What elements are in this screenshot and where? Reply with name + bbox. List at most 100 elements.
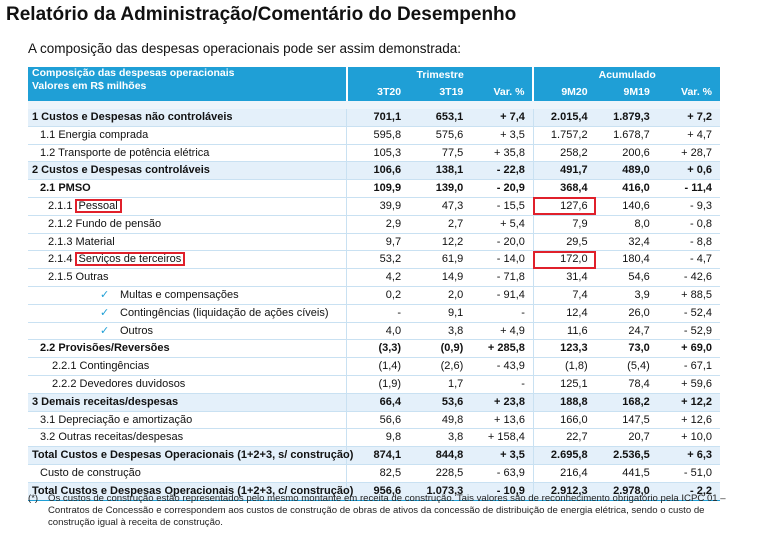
table-cell: 12,2 bbox=[409, 233, 472, 252]
row-label: 1 Custos e Despesas não controláveis bbox=[32, 111, 233, 123]
table-cell: 14,9 bbox=[409, 268, 472, 287]
table-cell: + 5,4 bbox=[471, 215, 534, 234]
table-cell: - 8,8 bbox=[657, 233, 720, 252]
table-row: 3 Demais receitas/despesas 66,4 53,6 + 23,8… bbox=[28, 393, 720, 412]
table-cell: (0,9) bbox=[409, 339, 472, 359]
row-number: 2.1.4 bbox=[48, 253, 73, 266]
row-label: Pessoal bbox=[74, 198, 122, 213]
row-label-cell: 2.2.2 Devedores duvidosos bbox=[28, 375, 347, 394]
table-row: ✓ Contingências (liquidação de ações cíve… bbox=[28, 304, 720, 323]
table-cell: - bbox=[346, 304, 410, 323]
table-cell: + 69,0 bbox=[657, 339, 720, 359]
table-cell: 9,8 bbox=[346, 428, 410, 448]
row-label: 2.2 Provisões/Reversões bbox=[40, 342, 170, 355]
row-label: 3.2 Outras receitas/despesas bbox=[40, 431, 184, 444]
row-label-cell: 3 Demais receitas/despesas bbox=[28, 393, 347, 412]
table-cell: 26,0 bbox=[595, 304, 658, 323]
row-label-cell: 2.1.5 Outras bbox=[28, 268, 347, 287]
footnote: (*) Os custos de construção estão repres… bbox=[28, 493, 728, 529]
table-cell: - bbox=[471, 375, 534, 394]
table-cell: 168,2 bbox=[595, 393, 658, 412]
header-label-line1: Composição das despesas operacionais bbox=[32, 67, 235, 79]
table-cell: - 52,4 bbox=[657, 304, 720, 323]
table-cell: 20,7 bbox=[595, 428, 658, 448]
table-cell: 3,8 bbox=[409, 322, 472, 341]
table-cell: + 10,0 bbox=[657, 428, 720, 448]
table-cell: 575,6 bbox=[409, 126, 472, 145]
table-cell: 653,1 bbox=[409, 109, 472, 127]
table-cell: - 15,5 bbox=[471, 197, 534, 216]
table-cell: 47,3 bbox=[409, 197, 472, 216]
table-cell: (3,3) bbox=[346, 339, 410, 359]
table-cell: 77,5 bbox=[409, 144, 472, 163]
table-cell: + 7,4 bbox=[471, 109, 534, 127]
row-label-cell: 2.1.3 Material bbox=[28, 233, 347, 252]
table-cell: 7,4 bbox=[532, 286, 596, 305]
table-cell: - bbox=[471, 304, 534, 323]
table-cell: 441,5 bbox=[595, 464, 658, 483]
table-cell: + 158,4 bbox=[471, 428, 534, 448]
row-label: 2.1.3 Material bbox=[48, 235, 115, 248]
table-cell: 54,6 bbox=[595, 268, 658, 287]
table-cell: - 10,9 bbox=[471, 482, 534, 501]
table-cell: + 3,5 bbox=[471, 126, 534, 145]
row-label-cell: Total Custos e Despesas Operacionais (1+… bbox=[28, 446, 353, 465]
table-cell: 29,5 bbox=[532, 233, 596, 252]
table-cell: 53,6 bbox=[409, 393, 472, 412]
table-row: 2.2 Provisões/Reversões (3,3) (0,9) + 285,8… bbox=[28, 339, 720, 359]
table-cell: 11,6 bbox=[532, 322, 596, 341]
footnote-mark: (*) bbox=[28, 493, 39, 504]
row-label: Contingências (liquidação de ações cívei… bbox=[120, 306, 329, 319]
table-cell: 2,9 bbox=[346, 215, 410, 234]
col-header: 9M19 bbox=[595, 83, 658, 101]
table-cell: 200,6 bbox=[595, 144, 658, 163]
table-cell: + 6,3 bbox=[657, 446, 720, 465]
table-row: 2.1.2 Fundo de pensão 2,9 2,7 + 5,4 7,9 8,0- … bbox=[28, 215, 720, 234]
table-cell: 82,5 bbox=[346, 464, 410, 483]
table-cell: 106,6 bbox=[346, 161, 410, 181]
table-row: 2.2.1 Contingências (1,4) (2,6) - 43,9 (1,8)… bbox=[28, 357, 720, 376]
table-header-row-1: Composição das despesas operacionais Val… bbox=[28, 67, 720, 101]
table-cell: + 4,7 bbox=[657, 126, 720, 145]
table-cell: + 13,6 bbox=[471, 411, 534, 430]
page-title: Relatório da Administração/Comentário do… bbox=[6, 4, 517, 25]
table-cell: - 9,3 bbox=[657, 197, 720, 216]
row-label-cell: 2.1.1 Pessoal bbox=[28, 197, 347, 216]
col-header: Var. % bbox=[657, 83, 720, 101]
table-cell: 9,7 bbox=[346, 233, 410, 252]
table-cell: 22,7 bbox=[532, 428, 596, 448]
table-cell: - 67,1 bbox=[657, 357, 720, 376]
table-row: 2.1.4 Serviços de terceiros 53,2 61,9- 14,… bbox=[28, 250, 720, 270]
row-label-cell: Custo de construção bbox=[28, 464, 347, 483]
table-row: 2.1.3 Material 9,7 12,2- 20,0 29,5 32,4- 8,8 bbox=[28, 233, 720, 252]
row-label-cell: 2 Custos e Despesas controláveis bbox=[28, 161, 347, 181]
row-label: 2.2.1 Contingências bbox=[52, 360, 150, 373]
table-cell: 24,7 bbox=[595, 322, 658, 341]
checkmark-icon: ✓ bbox=[100, 324, 110, 337]
table-cell: 147,5 bbox=[595, 411, 658, 430]
table-cell: 2.015,4 bbox=[532, 109, 596, 127]
table-cell: 1.073,3 bbox=[409, 482, 472, 501]
table-cell: - 11,4 bbox=[657, 179, 720, 198]
row-label-cell: 1.2 Transporte de potência elétrica bbox=[28, 144, 347, 163]
table-cell: - 43,9 bbox=[471, 357, 534, 376]
page-subtitle: A composição das despesas operacionais p… bbox=[28, 41, 461, 56]
table-cell: 180,4 bbox=[595, 250, 658, 270]
table-cell: 1.879,3 bbox=[595, 109, 658, 127]
table-cell: (2,6) bbox=[409, 357, 472, 376]
table-cell: 0,2 bbox=[346, 286, 410, 305]
table-cell: 9,1 bbox=[409, 304, 472, 323]
table-cell: 2,7 bbox=[409, 215, 472, 234]
table-cell: + 88,5 bbox=[657, 286, 720, 305]
table-cell: 416,0 bbox=[595, 179, 658, 198]
table-cell: 49,8 bbox=[409, 411, 472, 430]
row-label: 2.2.2 Devedores duvidosos bbox=[52, 377, 186, 390]
footnote-text: Os custos de construção estão representa… bbox=[48, 493, 726, 528]
table-row: 2.1.1 Pessoal 39,9 47,3- 15,5 127,6 140,6- 9… bbox=[28, 197, 720, 216]
row-label-cell: Total Custos e Despesas Operacionais (1+… bbox=[28, 482, 353, 501]
table-cell: - 71,8 bbox=[471, 268, 534, 287]
row-label: 1.1 Energia comprada bbox=[40, 128, 149, 141]
table-cell: 4,2 bbox=[346, 268, 410, 287]
table-cell: + 285,8 bbox=[471, 339, 534, 359]
row-label-cell: 2.1.2 Fundo de pensão bbox=[28, 215, 347, 234]
